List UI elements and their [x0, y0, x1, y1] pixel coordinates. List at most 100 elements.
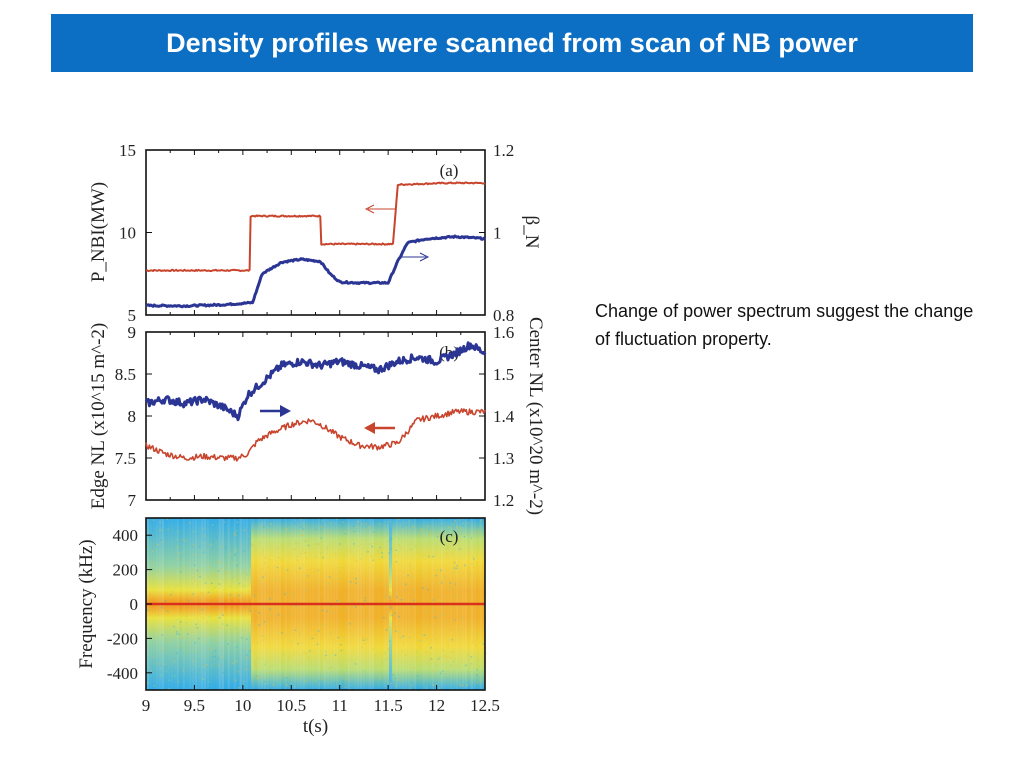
spectrogram-speckle	[316, 568, 319, 570]
spectrogram-speckle	[362, 639, 365, 642]
spectrogram-speckle	[390, 528, 393, 531]
spectrogram-speckle	[462, 684, 464, 686]
spectrogram-speckle	[248, 648, 251, 650]
spectrogram-speckle	[368, 521, 371, 524]
spectrogram-speckle	[214, 574, 217, 576]
spectrogram-speckle	[259, 542, 261, 545]
spectrogram-speckle	[282, 544, 285, 546]
spectrogram-speckle	[396, 673, 398, 675]
spectrogram-speckle	[393, 561, 395, 564]
x-tick-label: 10.5	[276, 696, 306, 715]
spectrogram-speckle	[354, 592, 357, 594]
spectrogram-speckle	[324, 650, 327, 652]
spectrogram-speckle	[159, 529, 161, 531]
spectrogram-speckle	[185, 615, 188, 618]
spectrogram-speckle	[395, 555, 398, 557]
spectrogram-speckle	[365, 638, 367, 641]
spectrogram-speckle	[396, 596, 398, 598]
spectrogram-speckle	[247, 605, 249, 607]
spectrogram-speckle	[234, 662, 236, 665]
spectrogram-speckle	[243, 680, 245, 683]
spectrogram-speckle	[178, 683, 180, 686]
spectrogram-speckle	[379, 677, 382, 680]
spectrogram-speckle	[223, 521, 226, 523]
spectrogram-speckle	[321, 609, 324, 612]
spectrogram-speckle	[374, 654, 377, 657]
spectrogram-speckle	[391, 614, 393, 617]
spectrogram-speckle	[322, 556, 324, 559]
spectrogram-speckle	[302, 580, 304, 583]
spectrogram-speckle	[409, 569, 411, 572]
spectrogram-speckle	[311, 559, 313, 562]
spectrogram-speckle	[474, 533, 476, 535]
spectrogram-speckle	[336, 600, 338, 602]
spectrogram-speckle	[233, 659, 236, 662]
spectrogram-speckle	[154, 534, 156, 537]
spectrogram-speckle	[441, 670, 444, 673]
spectrogram-speckle	[436, 616, 439, 619]
spectrogram-speckle	[281, 632, 283, 634]
spectrogram-speckle	[260, 572, 262, 574]
spectrogram-speckle	[268, 614, 270, 616]
spectrogram-speckle	[480, 519, 482, 522]
spectrogram-speckle	[406, 587, 408, 589]
spectrogram-speckle	[146, 530, 148, 532]
spectrogram-speckle	[147, 682, 149, 684]
spectrogram-speckle	[282, 653, 285, 656]
spectrogram-speckle	[364, 522, 367, 525]
spectrogram-speckle	[410, 573, 413, 575]
spectrogram-speckle	[440, 569, 442, 571]
spectrogram-speckle	[262, 549, 264, 552]
spectrogram-speckle	[301, 549, 304, 551]
spectrogram-speckle	[186, 648, 188, 650]
spectrogram-speckle	[470, 537, 473, 539]
spectrogram-speckle	[426, 624, 428, 627]
spectrogram-speckle	[168, 559, 171, 562]
spectrogram-speckle	[365, 625, 367, 628]
spectrogram-speckle	[174, 674, 176, 677]
spectrogram-speckle	[221, 614, 223, 616]
spectrogram-speckle	[298, 604, 300, 607]
spectrogram-speckle	[276, 599, 278, 602]
spectrogram-speckle	[151, 687, 154, 690]
spectrogram-speckle	[305, 552, 307, 554]
spectrogram-speckle	[308, 657, 311, 660]
spectrogram-speckle	[441, 649, 444, 651]
spectrogram-speckle	[217, 664, 220, 667]
spectrogram-speckle	[182, 669, 184, 672]
spectrogram-speckle	[157, 543, 159, 546]
spectrogram-speckle	[178, 645, 180, 647]
spectrogram-speckle	[284, 591, 286, 594]
spectrogram-speckle	[447, 554, 449, 556]
spectrogram-speckle	[442, 614, 444, 616]
spectrogram-speckle	[324, 657, 326, 660]
spectrogram-speckle	[359, 543, 362, 546]
spectrogram-speckle	[152, 550, 154, 553]
spectrogram-speckle	[201, 608, 204, 611]
spectrogram-speckle	[475, 639, 477, 642]
spectrogram-speckle	[420, 528, 423, 530]
spectrogram-speckle	[198, 668, 201, 671]
spectrogram-speckle	[238, 582, 241, 585]
spectrogram-speckle	[386, 584, 388, 586]
spectrogram-speckle	[454, 594, 456, 597]
spectrogram-speckle	[241, 629, 244, 631]
spectrogram-speckle	[432, 599, 435, 601]
spectrogram-speckle	[452, 543, 454, 545]
spectrogram-speckle	[402, 642, 404, 645]
spectrogram-speckle	[454, 619, 456, 621]
spectrogram-speckle	[236, 564, 238, 567]
spectrogram-speckle	[320, 537, 322, 539]
spectrogram-speckle	[468, 527, 471, 530]
spectrogram-speckle	[436, 590, 438, 593]
spectrogram-speckle	[196, 574, 199, 576]
spectrogram-speckle	[303, 652, 305, 654]
spectrogram-speckle	[160, 674, 162, 676]
spectrogram-speckle	[235, 594, 237, 597]
spectrogram-speckle	[306, 557, 308, 560]
spectrogram-speckle	[258, 612, 261, 614]
spectrogram-speckle	[456, 526, 458, 528]
spectrogram-speckle	[435, 665, 438, 667]
spectrogram-speckle	[217, 561, 219, 563]
spectrogram-speckle	[194, 642, 197, 644]
